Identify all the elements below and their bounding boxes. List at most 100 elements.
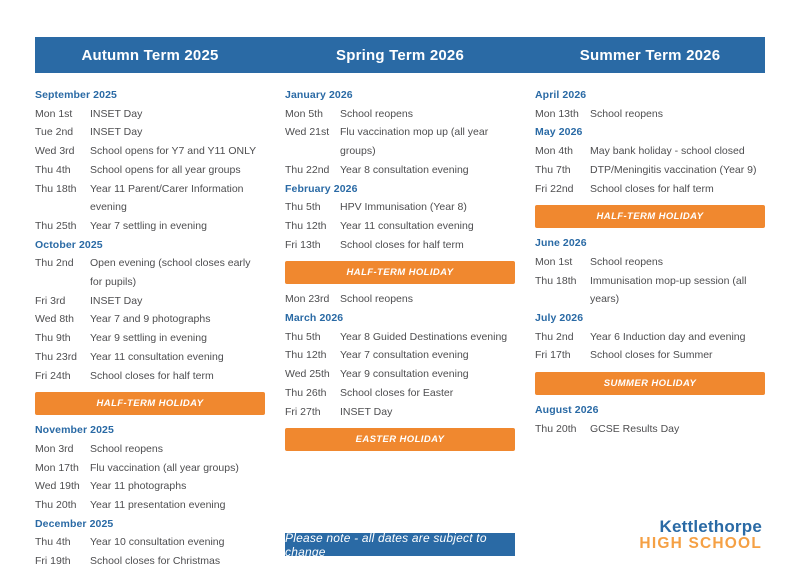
term-column-spring: January 2026 Mon 5th School reopens Wed 21s… xyxy=(285,86,515,566)
term-title-spring: Spring Term 2026 xyxy=(336,46,464,64)
event-description: Year 6 Induction day and evening xyxy=(590,330,746,343)
event-row: Thu 12th Year 7 consultation evening xyxy=(285,346,515,365)
event-date: Wed 25th xyxy=(285,368,330,381)
event-date: Thu 20th xyxy=(35,499,77,512)
event-date: Thu 2nd xyxy=(35,257,74,270)
event-description: School reopens xyxy=(340,107,413,120)
logo-school-name: Kettlethorpe xyxy=(659,517,762,536)
month-heading: August 2026 xyxy=(535,404,599,417)
event-date: Mon 5th xyxy=(285,107,323,120)
event-row: Thu 5th HPV Immunisation (Year 8) xyxy=(285,198,515,217)
event-description: INSET Day xyxy=(340,405,393,418)
event-row: Wed 21st Flu vaccination mop up (all year… xyxy=(285,123,515,160)
event-row: Wed 19th Year 11 photographs xyxy=(35,477,265,496)
event-row: Thu 20th GCSE Results Day xyxy=(535,420,765,439)
calendar-columns: September 2025 Mon 1st INSET Day Tue 2nd INS… xyxy=(35,86,765,566)
event-description: INSET Day xyxy=(90,126,143,139)
event-date: Wed 8th xyxy=(35,313,74,326)
event-date: Thu 20th xyxy=(535,422,577,435)
term-header-bar: Autumn Term 2025 Spring Term 2026 Summer… xyxy=(35,37,765,73)
event-date: Thu 12th xyxy=(285,219,327,232)
event-date: Fri 13th xyxy=(285,238,321,251)
event-description: Flu vaccination mop up (all year groups) xyxy=(340,126,489,158)
event-row: Mon 3rd School reopens xyxy=(35,440,265,459)
event-description: School closes for half term xyxy=(590,182,714,195)
event-description: May bank holiday - school closed xyxy=(590,145,745,158)
holiday-banner: EASTER HOLIDAY xyxy=(285,427,515,451)
event-date: Fri 24th xyxy=(35,369,71,382)
event-row: Mon 1st School reopens xyxy=(535,253,765,272)
event-date: Fri 19th xyxy=(35,555,71,566)
event-date: Thu 12th xyxy=(285,349,327,362)
event-date: Thu 2nd xyxy=(535,330,574,343)
holiday-banner: HALF-TERM HOLIDAY xyxy=(285,260,515,284)
month-heading: September 2025 xyxy=(35,89,117,101)
month-heading: May 2026 xyxy=(535,126,583,139)
event-date: Thu 7th xyxy=(535,163,571,176)
event-description: School closes for half term xyxy=(90,369,214,382)
event-description: School closes for Easter xyxy=(340,386,454,399)
event-description: Year 11 consultation evening xyxy=(340,219,474,232)
event-date: Thu 9th xyxy=(35,332,71,345)
event-row: Mon 17th Flu vaccination (all year groups… xyxy=(35,459,265,478)
event-date: Thu 23rd xyxy=(35,350,78,363)
event-row: Fri 3rd INSET Day xyxy=(35,292,265,311)
event-row: Mon 4th May bank holiday - school closed xyxy=(535,142,765,161)
event-description: DTP/Meningitis vaccination (Year 9) xyxy=(590,163,757,176)
month-heading: April 2026 xyxy=(535,89,587,101)
term-column-summer: April 2026 Mon 13th School reopens May 2026… xyxy=(535,86,765,566)
event-row: Tue 2nd INSET Day xyxy=(35,123,265,142)
event-description: Year 11 presentation evening xyxy=(90,499,226,512)
event-row: Thu 20th Year 11 presentation evening xyxy=(35,496,265,515)
event-description: Year 8 consultation evening xyxy=(340,163,469,176)
event-description: Year 9 settling in evening xyxy=(90,332,207,345)
event-description: Year 11 photographs xyxy=(90,480,187,493)
event-date: Thu 22nd xyxy=(285,163,330,176)
event-date: Thu 5th xyxy=(285,201,321,214)
event-description: School opens for Y7 and Y11 ONLY xyxy=(90,145,257,158)
event-description: Year 11 Parent/Carer Information evening xyxy=(90,182,244,214)
holiday-banner: HALF-TERM HOLIDAY xyxy=(535,204,765,228)
term-title-autumn: Autumn Term 2025 xyxy=(81,46,219,64)
event-date: Thu 5th xyxy=(285,330,321,343)
event-date: Mon 23rd xyxy=(285,293,330,306)
event-row: Fri 13th School closes for half term xyxy=(285,236,515,255)
event-date: Wed 3rd xyxy=(35,145,75,158)
event-row: Thu 2nd Year 6 Induction day and evening xyxy=(535,328,765,347)
event-row: Mon 1st INSET Day xyxy=(35,105,265,124)
event-description: INSET Day xyxy=(90,294,143,307)
event-date: Fri 27th xyxy=(285,405,321,418)
event-row: Thu 5th Year 8 Guided Destinations evenin… xyxy=(285,328,515,347)
school-logo: Kettlethorpe HIGH SCHOOL xyxy=(639,518,762,552)
event-description: Year 7 settling in evening xyxy=(90,219,207,232)
event-description: Year 9 consultation evening xyxy=(340,368,469,381)
event-date: Fri 17th xyxy=(535,349,571,362)
event-date: Thu 4th xyxy=(35,536,71,549)
event-row: Wed 3rd School opens for Y7 and Y11 ONLY xyxy=(35,142,265,161)
event-row: Mon 5th School reopens xyxy=(285,105,515,124)
event-description: School reopens xyxy=(90,442,163,455)
event-date: Mon 4th xyxy=(535,145,573,158)
event-row: Thu 23rd Year 11 consultation evening xyxy=(35,348,265,367)
event-date: Mon 13th xyxy=(535,107,579,120)
event-row: Wed 8th Year 7 and 9 photographs xyxy=(35,310,265,329)
event-description: INSET Day xyxy=(90,107,143,120)
event-date: Fri 22nd xyxy=(535,182,574,195)
event-date: Tue 2nd xyxy=(35,126,74,139)
event-row: Fri 24th School closes for half term xyxy=(35,367,265,386)
month-heading: June 2026 xyxy=(535,237,587,250)
month-heading: November 2025 xyxy=(35,424,114,437)
event-date: Thu 4th xyxy=(35,163,71,176)
event-date: Mon 17th xyxy=(35,461,79,474)
event-row: Thu 9th Year 9 settling in evening xyxy=(35,329,265,348)
event-description: School reopens xyxy=(590,255,663,268)
event-row: Thu 2nd Open evening (school closes early… xyxy=(35,254,265,291)
event-description: School reopens xyxy=(340,293,413,306)
event-row: Fri 17th School closes for Summer xyxy=(535,346,765,365)
event-date: Thu 18th xyxy=(35,182,77,195)
month-heading: January 2026 xyxy=(285,89,353,101)
event-row: Thu 18th Year 11 Parent/Carer Information… xyxy=(35,180,265,217)
event-date: Thu 18th xyxy=(535,274,577,287)
month-heading: October 2025 xyxy=(35,238,103,251)
